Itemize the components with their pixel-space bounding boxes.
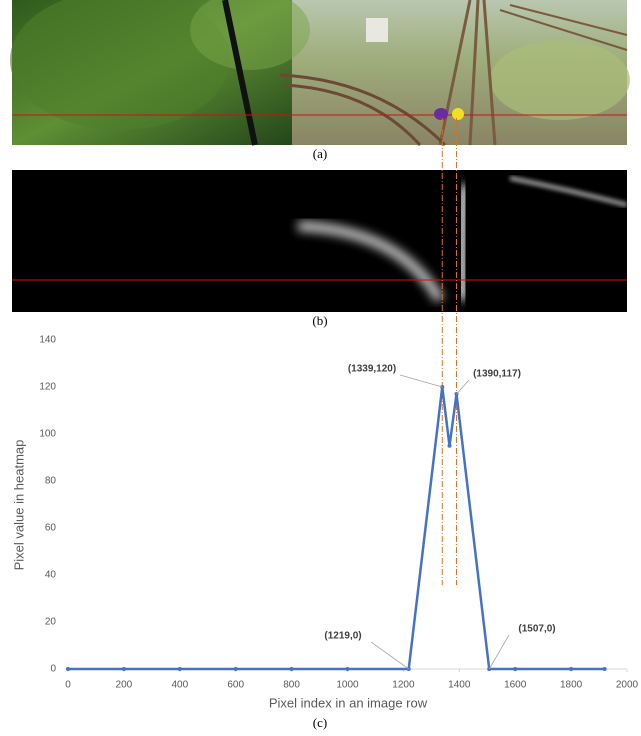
y-tick-label: 140 xyxy=(39,335,56,346)
y-tick-label: 120 xyxy=(39,382,56,393)
y-tick-label: 80 xyxy=(45,476,57,487)
x-tick-label: 1600 xyxy=(504,680,527,691)
x-tick-label: 1400 xyxy=(448,680,471,691)
annotation-leader xyxy=(457,380,469,394)
data-point xyxy=(290,667,294,671)
heatmap xyxy=(12,170,627,312)
x-tick-label: 200 xyxy=(116,680,133,691)
y-axis-label: Pixel value in heatmap xyxy=(11,440,26,571)
y-tick-label: 20 xyxy=(45,617,57,628)
x-tick-label: 800 xyxy=(283,680,300,691)
annotation: (1339,120) xyxy=(348,364,396,375)
x-tick-label: 0 xyxy=(65,680,71,691)
data-point xyxy=(603,667,607,671)
caption: (b) xyxy=(312,313,327,328)
caption: (a) xyxy=(313,146,327,161)
annotation: (1507,0) xyxy=(518,624,555,635)
x-tick-label: 1000 xyxy=(336,680,359,691)
x-axis-label: Pixel index in an image row xyxy=(269,695,428,710)
data-point xyxy=(448,444,452,448)
annotation: (1390,117) xyxy=(473,369,521,380)
annotation-leader xyxy=(371,642,409,669)
x-tick-label: 600 xyxy=(227,680,244,691)
x-tick-label: 2000 xyxy=(616,680,639,691)
annotation-leader xyxy=(400,375,442,387)
data-point xyxy=(178,667,182,671)
annotation: (1219,0) xyxy=(324,631,361,642)
y-tick-label: 40 xyxy=(45,570,57,581)
y-tick-label: 100 xyxy=(39,429,56,440)
data-point xyxy=(346,667,350,671)
caption: (c) xyxy=(313,715,327,730)
annotation-leader xyxy=(489,635,509,669)
x-tick-label: 1200 xyxy=(392,680,415,691)
data-point xyxy=(513,667,517,671)
y-tick-label: 60 xyxy=(45,523,57,534)
x-tick-label: 1800 xyxy=(560,680,583,691)
x-tick-label: 400 xyxy=(171,680,188,691)
data-point xyxy=(122,667,126,671)
figure: (a) (b) (c) Pixel index in an image row … xyxy=(0,0,641,736)
y-tick-label: 0 xyxy=(50,664,56,675)
photo xyxy=(10,0,630,145)
data-point xyxy=(569,667,573,671)
data-point xyxy=(66,667,70,671)
data-point xyxy=(234,667,238,671)
